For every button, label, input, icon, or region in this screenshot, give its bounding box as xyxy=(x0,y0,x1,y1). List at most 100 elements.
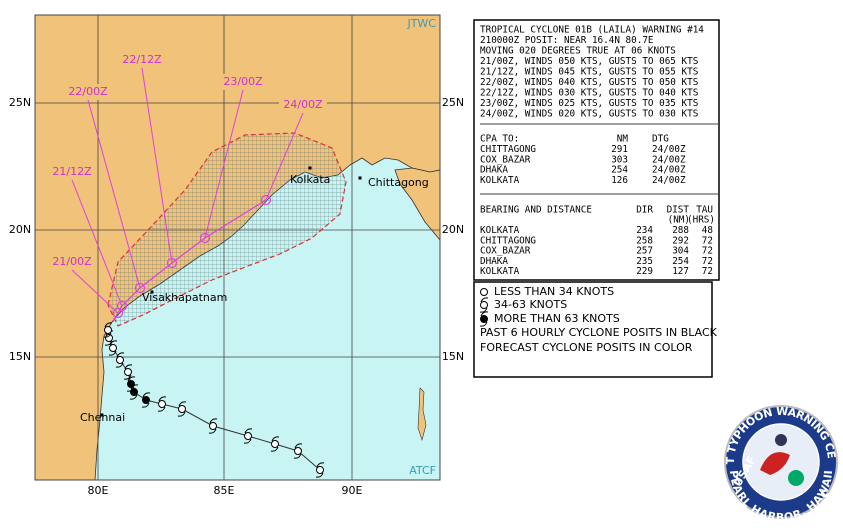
map-layer: 21/00Z 21/12Z 22/00Z 22/12Z 23/00Z 24/00Z Kolk… xyxy=(9,17,464,497)
warning-text: TAU xyxy=(696,205,713,216)
warning-text: CHITTAGONG xyxy=(480,235,536,246)
leader-line xyxy=(265,112,304,201)
warning-text: 24/00Z xyxy=(652,175,686,186)
leader-line xyxy=(141,67,173,264)
leader-line xyxy=(204,89,244,239)
warning-text: BEARING AND DISTANCE xyxy=(480,205,592,216)
lat-label: 20N xyxy=(9,223,31,236)
past-posit xyxy=(244,432,252,440)
lon-label: 80E xyxy=(88,484,109,497)
warning-text: 254 xyxy=(672,256,689,267)
warning-text: 72 xyxy=(702,235,713,246)
storm-hook xyxy=(315,462,325,478)
forecast-posit xyxy=(199,232,211,244)
past-posit xyxy=(178,405,186,413)
leader-line xyxy=(87,99,141,289)
leader-line xyxy=(71,179,123,307)
land-east xyxy=(394,167,441,242)
warning-text: COX_BAZAR xyxy=(480,154,531,165)
warning-text: DHAKA xyxy=(480,165,508,176)
legend-symbol xyxy=(480,288,488,296)
warning-text: 72 xyxy=(702,246,713,257)
warning-text: MOVING 020 DEGREES TRUE AT 06 KNOTS xyxy=(480,46,676,57)
warning-text: 292 xyxy=(672,235,689,246)
warning-text: 22/12Z, WINDS 030 KTS, GUSTS TO 040 KTS xyxy=(480,88,698,99)
time-label-bg xyxy=(279,97,327,113)
warning-text: 291 xyxy=(611,144,628,155)
city-label: Kolkata xyxy=(290,173,330,186)
warning-text: 21/12Z, WINDS 045 KTS, GUSTS TO 055 KTS xyxy=(480,67,698,78)
forecast-time: 21/12Z xyxy=(52,165,92,178)
forecast-posit xyxy=(134,282,146,294)
warning-text: 229 xyxy=(636,266,653,277)
warning-text: TROPICAL CYCLONE 01B (LAILA) WARNING #14 xyxy=(480,25,704,36)
lat-label: 20N xyxy=(442,223,464,236)
legend-item: MORE THAN 63 KNOTS xyxy=(494,312,620,325)
warning-text: 21/00Z, WINDS 050 KTS, GUSTS TO 065 KTS xyxy=(480,56,698,67)
warning-text: 72 xyxy=(702,256,713,267)
legend-box xyxy=(473,281,713,378)
time-label-bg xyxy=(48,254,96,270)
forecast-time: 21/00Z xyxy=(52,255,92,268)
past-posit xyxy=(105,334,113,342)
warning-text: 48 xyxy=(702,225,713,236)
andaman-islands xyxy=(417,387,427,442)
map-frame xyxy=(34,14,441,481)
past-posit xyxy=(271,440,279,448)
lat-label: 15N xyxy=(9,350,31,363)
legend-symbol xyxy=(480,315,488,323)
city-label: Visakhapatnam xyxy=(142,291,227,304)
past-posit xyxy=(127,380,135,388)
source-label: JTWC xyxy=(406,17,436,30)
city-label: Chennai xyxy=(80,411,125,424)
storm-hook xyxy=(115,352,125,368)
warning-text: NM xyxy=(617,134,629,145)
storm-hook xyxy=(103,322,113,338)
leader-line xyxy=(71,269,119,314)
warning-text: 22/00Z, WINDS 040 KTS, GUSTS TO 050 KTS xyxy=(480,77,698,88)
time-label-bg xyxy=(118,52,166,68)
warning-text: 288 xyxy=(672,225,689,236)
past-posit xyxy=(109,344,117,352)
warning-text: (HRS) xyxy=(687,215,715,226)
city-dot xyxy=(308,166,312,170)
past-posit xyxy=(104,326,112,334)
warning-text: 235 xyxy=(636,256,653,267)
past-posit xyxy=(294,447,302,455)
warning-text: DIST xyxy=(667,205,690,216)
city-label: Chittagong xyxy=(368,176,429,189)
time-label-bg xyxy=(64,84,112,100)
warning-text: 24/00Z xyxy=(652,154,686,165)
warning-text: DIR xyxy=(636,205,653,216)
warning-text: 257 xyxy=(636,246,653,257)
warning-text: DHAKA xyxy=(480,256,508,267)
warning-text: 210000Z POSIT: NEAR 16.4N 80.7E xyxy=(480,35,654,46)
warning-text: 304 xyxy=(672,246,689,257)
lon-label: 85E xyxy=(214,484,235,497)
forecast-posit xyxy=(260,194,272,206)
lat-label: 25N xyxy=(442,96,464,109)
legend-item: 34-63 KNOTS xyxy=(494,298,567,311)
logo-globe xyxy=(788,470,804,486)
storm-hook xyxy=(293,443,303,459)
source-label: ATCF xyxy=(409,464,436,477)
warning-text: 72 xyxy=(702,266,713,277)
past-posit xyxy=(124,368,132,376)
storm-hook xyxy=(270,436,280,452)
forecast-time: 23/00Z xyxy=(223,75,263,88)
city-dot xyxy=(100,413,104,417)
past-posit xyxy=(142,396,150,404)
legend-item: LESS THAN 34 KNOTS xyxy=(494,285,614,298)
logo-eye xyxy=(775,434,787,446)
warning-text: 24/00Z, WINDS 020 KTS, GUSTS TO 030 KTS xyxy=(480,109,698,120)
logo-storm xyxy=(760,452,790,475)
warning-text: 127 xyxy=(672,266,689,277)
storm-hook xyxy=(243,428,253,444)
legend-note: FORECAST CYCLONE POSITS IN COLOR xyxy=(480,341,693,354)
forecast-posit xyxy=(166,257,178,269)
warning-text: 254 xyxy=(611,165,628,176)
storm-hook xyxy=(141,392,151,408)
warning-text: (NM) xyxy=(668,215,690,226)
storm-hook xyxy=(123,364,133,380)
